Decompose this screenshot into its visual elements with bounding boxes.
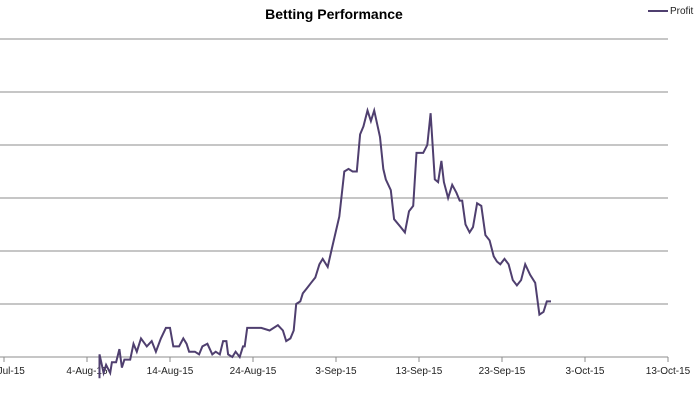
x-tick-label: 23-Sep-15 (479, 366, 526, 377)
x-tick-label: 24-Aug-15 (230, 366, 277, 377)
x-tick-label: 4-Aug-15 (66, 366, 108, 377)
chart-title: Betting Performance (265, 6, 403, 22)
x-tick-label: 13-Sep-15 (396, 366, 443, 377)
x-tick-label: 14-Aug-15 (147, 366, 194, 377)
legend-swatch (648, 10, 668, 13)
x-tick-label: 13-Oct-15 (646, 366, 691, 377)
series-line-profit (98, 106, 551, 379)
x-tick-label: 3-Oct-15 (566, 366, 605, 377)
x-tick-label: 25-Jul-15 (0, 366, 25, 377)
legend: Profit (648, 6, 693, 17)
x-tick-label: 3-Sep-15 (315, 366, 357, 377)
legend-label: Profit (670, 6, 694, 17)
